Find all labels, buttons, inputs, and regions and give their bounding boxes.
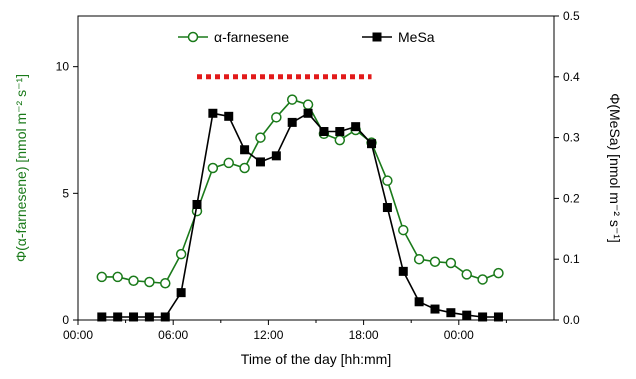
mesa-point: [430, 304, 440, 314]
mesa-point: [224, 111, 234, 121]
farnesene-point: [223, 157, 234, 169]
mesa-point: [493, 312, 503, 322]
farnesene-point: [286, 94, 298, 105]
mesa-point: [240, 145, 250, 155]
x-tick-label: 18:00: [349, 328, 379, 342]
y-right-tick-label: 0.1: [563, 252, 580, 266]
farnesene-point: [255, 132, 266, 143]
y-right-tick-label: 0.2: [563, 191, 580, 205]
mesa-point: [335, 127, 345, 137]
y-right-tick-label: 0.4: [563, 70, 580, 84]
series-layer: [96, 94, 504, 322]
farnesene-point: [302, 99, 314, 110]
farnesene-point: [382, 175, 393, 186]
legend: α-farnesene MeSa: [178, 29, 435, 45]
mesa-point: [176, 288, 186, 298]
mesa-point: [351, 122, 361, 132]
mesa-point: [303, 108, 313, 118]
x-tick-label: 12:00: [253, 328, 283, 342]
mesa-point: [462, 310, 472, 320]
farnesene-point: [112, 271, 123, 283]
y-left-tick-label: 10: [56, 60, 70, 74]
x-tick-label: 06:00: [158, 328, 188, 342]
mesa-point: [271, 151, 281, 161]
farnesene-point: [334, 134, 346, 146]
y-axis-right-title: Φ(MeSa) [nmol m⁻² s⁻¹]: [607, 93, 623, 243]
farnesene-point: [175, 248, 187, 260]
mesa-point: [97, 312, 107, 322]
legend-farnesene-label: α-farnesene: [214, 29, 289, 45]
x-axis-title: Time of the day [hh:mm]: [241, 351, 391, 367]
mesa-point: [208, 108, 218, 118]
legend-mesa-label: MeSa: [398, 29, 435, 45]
mesa-point: [287, 117, 297, 127]
mesa-point: [319, 127, 329, 137]
farnesene-point: [429, 256, 441, 267]
mesa-point: [414, 297, 424, 307]
farnesene-point: [271, 112, 282, 123]
farnesene-point: [239, 162, 250, 174]
mesa-point: [129, 312, 139, 322]
y-left-tick-label: 5: [62, 186, 69, 200]
legend-mesa-marker: [372, 32, 382, 42]
x-tick-label: 00:00: [63, 328, 93, 342]
farnesene-point: [96, 271, 108, 283]
y-axis-right: 0.0 0.1 0.2 0.3 0.4 0.5: [554, 9, 580, 327]
mesa-point: [398, 266, 408, 276]
farnesene-point: [128, 275, 139, 286]
farnesene-point: [461, 269, 472, 280]
y-right-tick-label: 0.3: [563, 131, 580, 145]
farnesene-point: [398, 224, 409, 236]
mesa-point: [367, 139, 377, 149]
mesa-point: [192, 199, 202, 209]
farnesene-point: [144, 276, 155, 288]
mesa-point: [478, 312, 488, 322]
mesa-point: [160, 312, 170, 322]
legend-farnesene-marker: [187, 31, 199, 43]
x-tick-label: 00:00: [444, 328, 474, 342]
farnesene-point: [160, 278, 171, 289]
y-axis-left-title: Φ(α-farnesene) [nmol m⁻² s⁻¹]: [13, 74, 29, 262]
y-right-tick-label: 0.5: [563, 9, 580, 23]
mesa-point: [446, 308, 456, 318]
farnesene-point: [207, 162, 219, 174]
farnesene-point: [445, 257, 457, 269]
mesa-point: [144, 312, 154, 322]
y-axis-left: 0 5 10: [56, 60, 78, 327]
farnesene-point: [477, 274, 488, 285]
farnesene-line: [101, 98, 499, 285]
y-left-tick-label: 0: [62, 313, 69, 327]
farnesene-point: [413, 253, 425, 265]
mesa-point: [113, 312, 123, 322]
farnesene-point: [493, 267, 504, 279]
y-right-tick-label: 0.0: [563, 313, 580, 327]
mesa-point: [382, 203, 392, 213]
x-axis: 00:00 06:00 12:00 18:00 00:00: [63, 320, 507, 342]
mesa-point: [255, 157, 265, 167]
